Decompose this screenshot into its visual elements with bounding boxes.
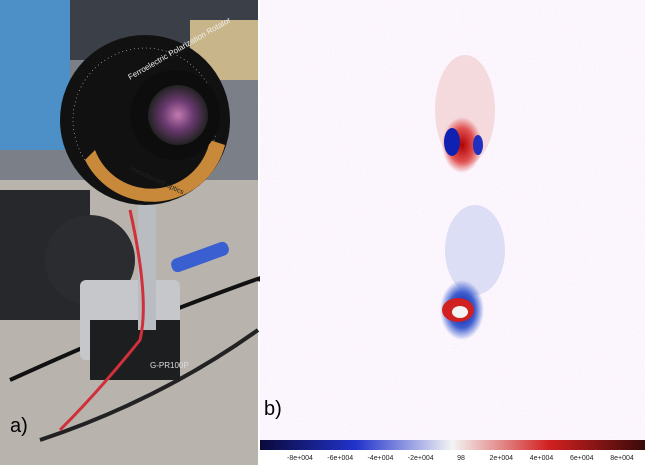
colorbar-tick-label: 2e+004	[489, 455, 513, 462]
colorbar-tick-label: 8e+004	[610, 455, 634, 462]
colorbar-tick-label: -6e+004	[327, 455, 353, 462]
colorbar-tick-label: -8e+004	[287, 455, 313, 462]
image-panel: b) -8e+004 -6e+004 -4e+004 -2e+004 98 2e+004 4…	[260, 0, 645, 462]
colorbar-tick-label: 98	[457, 455, 465, 462]
colorbar-tick-label: 6e+004	[570, 455, 594, 462]
colorbar-tick-label: -2e+004	[408, 455, 434, 462]
mount-text: G-PR100P	[150, 361, 189, 370]
photo-panel: G-PR100P Ferroelectric Polarization Rota…	[0, 0, 265, 465]
colorbar	[260, 440, 645, 450]
panel-label: a)	[10, 415, 28, 437]
colorbar-ticks: -8e+004 -6e+004 -4e+004 -2e+004 98 2e+004 4e+0…	[287, 455, 634, 462]
colorbar-tick-label: -4e+004	[368, 455, 394, 462]
colorbar-tick-label: 4e+004	[530, 455, 554, 462]
panel-label: b)	[264, 398, 282, 420]
